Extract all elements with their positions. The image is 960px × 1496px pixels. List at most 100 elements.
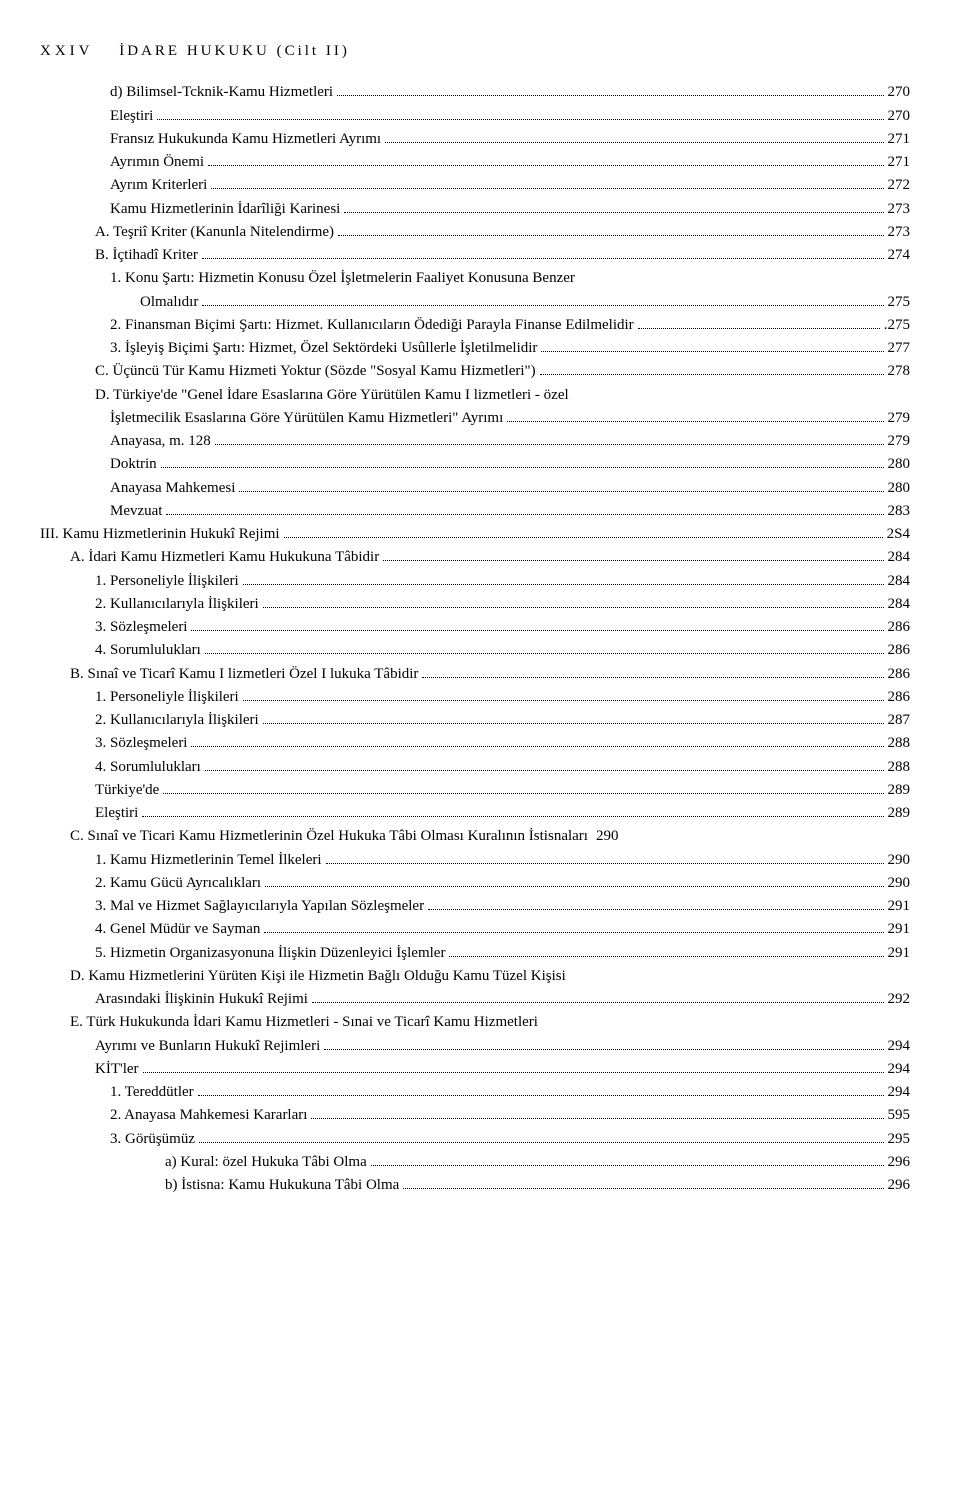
toc-label: Eleştiri [110,105,153,128]
toc-label: 2. Anayasa Mahkemesi Kararları [110,1104,307,1127]
toc-label: b) İstisna: Kamu Hukukuna Tâbi Olma [165,1174,399,1197]
leader-dots [263,723,884,724]
toc-label: 1. Personeliyle İlişkileri [95,686,239,709]
toc-label: 2. Kullanıcılarıyla İlişkileri [95,709,259,732]
toc-page: 294 [888,1058,911,1081]
leader-dots [215,444,884,445]
toc-line: Anayasa Mahkemesi280 [40,477,910,500]
leader-dots [202,305,883,306]
toc-line: KİT'ler294 [40,1058,910,1081]
leader-dots [337,95,883,96]
toc-label: 2. Kamu Gücü Ayrıcalıkları [95,872,261,895]
leader-dots [312,1002,884,1003]
toc-line: 4. Sorumlulukları288 [40,756,910,779]
toc-label: D. Kamu Hizmetlerini Yürüten Kişi ile Hi… [70,965,566,988]
toc-page: 273 [888,198,911,221]
leader-dots [157,119,883,120]
leader-dots [205,653,884,654]
toc-label: 1. Personeliyle İlişkileri [95,570,239,593]
toc-line: B. İçtihadî Kriter 274 [40,244,910,267]
leader-dots [161,467,884,468]
leader-dots [199,1142,884,1143]
leader-dots [422,677,883,678]
toc-line: İşletmecilik Esaslarına Göre Yürütülen K… [40,407,910,430]
toc-page: 287 [888,709,911,732]
leader-dots [371,1165,884,1166]
toc-label: 1. Konu Şartı: Hizmetin Konusu Özel İşle… [110,267,575,290]
toc-line: A. İdari Kamu Hizmetleri Kamu Hukukuna T… [40,546,910,569]
leader-dots [205,770,884,771]
leader-dots [311,1118,883,1119]
leader-dots [449,956,883,957]
toc-line: C. Üçüncü Tür Kamu Hizmeti Yoktur (Sözde… [40,360,910,383]
toc-label: C. Üçüncü Tür Kamu Hizmeti Yoktur (Sözde… [95,360,536,383]
toc-line: 3. Mal ve Hizmet Sağlayıcılarıyla Yapıla… [40,895,910,918]
toc-page: 271 [888,128,911,151]
toc-label: Eleştiri [95,802,138,825]
leader-dots [166,514,883,515]
toc-page: 284 [888,593,911,616]
toc-page: 294 [888,1081,911,1104]
toc-label: a) Kural: özel Hukuka Tâbi Olma [165,1151,367,1174]
toc-line: Olmalıdır275 [40,291,910,314]
toc-line: D. Kamu Hizmetlerini Yürüten Kişi ile Hi… [40,965,910,988]
toc-label: Ayrımı ve Bunların Hukukî Rejimleri [95,1035,320,1058]
toc-line: 1. Tereddütler 294 [40,1081,910,1104]
toc-line: Anayasa, m. 128279 [40,430,910,453]
toc-page: 274 [888,244,911,267]
toc-line: Ayrımın Önemi271 [40,151,910,174]
leader-dots [284,537,883,538]
toc-page: 286 [888,686,911,709]
toc-line: 3. İşleyiş Biçimi Şartı: Hizmet, Özel Se… [40,337,910,360]
toc-line: d) Bilimsel-Tcknik-Kamu Hizmetleri270 [40,81,910,104]
toc-line: E. Türk Hukukunda İdari Kamu Hizmetleri … [40,1011,910,1034]
toc-label: Olmalıdır [140,291,198,314]
page-header: XXIV İDARE HUKUKU (Cilt II) [40,40,910,63]
toc-page: 270 [888,81,911,104]
leader-dots [541,351,883,352]
toc-line: a) Kural: özel Hukuka Tâbi Olma 296 [40,1151,910,1174]
leader-dots [191,746,883,747]
book-title: İDARE HUKUKU (Cilt II) [119,43,350,59]
toc-page: 289 [888,779,911,802]
toc-line: Ayrımı ve Bunların Hukukî Rejimleri294 [40,1035,910,1058]
leader-dots [264,932,883,933]
toc-page: 289 [888,802,911,825]
toc-page: 292 [888,988,911,1011]
toc-line: 2. Kullanıcılarıyla İlişkileri 284 [40,593,910,616]
toc-label: 2. Kullanıcılarıyla İlişkileri [95,593,259,616]
leader-dots [239,491,883,492]
leader-dots [324,1049,883,1050]
toc-line: A. Teşriî Kriter (Kanunla Nitelendirme)2… [40,221,910,244]
toc-label: B. İçtihadî Kriter [95,244,198,267]
toc-line: 1. Konu Şartı: Hizmetin Konusu Özel İşle… [40,267,910,290]
leader-dots [428,909,883,910]
leader-dots [243,700,884,701]
toc-label: 4. Sorumlulukları [95,639,201,662]
toc-page: 280 [888,477,911,500]
toc-line: 1. Personeliyle İlişkileri 286 [40,686,910,709]
toc-label: 3. Sözleşmeleri [95,616,187,639]
toc-label: İşletmecilik Esaslarına Göre Yürütülen K… [110,407,503,430]
toc-label: Fransız Hukukunda Kamu Hizmetleri Ayrımı [110,128,381,151]
toc-page: 272 [888,174,911,197]
leader-dots [326,863,884,864]
toc-page: 284 [888,546,911,569]
toc-page: 286 [888,663,911,686]
leader-dots [507,421,883,422]
toc-page: 2S4 [887,523,910,546]
toc-label: 3. İşleyiş Biçimi Şartı: Hizmet, Özel Se… [110,337,537,360]
toc-line: C. Sınaî ve Ticari Kamu Hizmetlerinin Öz… [40,825,910,848]
toc-label: Doktrin [110,453,157,476]
toc-page: 290 [888,872,911,895]
toc-line: 3. Sözleşmeleri288 [40,732,910,755]
toc-page: 296 [888,1151,911,1174]
toc-line: 4. Genel Müdür ve Sayman291 [40,918,910,941]
toc-line: Türkiye'de289 [40,779,910,802]
toc-label: 1. Tereddütler [110,1081,194,1104]
toc-line: Mevzuat283 [40,500,910,523]
toc-line: 2. Anayasa Mahkemesi Kararları595 [40,1104,910,1127]
toc-page: 290 [596,825,619,848]
toc-line: Kamu Hizmetlerinin İdarîliği Karinesi273 [40,198,910,221]
page-roman: XXIV [40,43,94,59]
